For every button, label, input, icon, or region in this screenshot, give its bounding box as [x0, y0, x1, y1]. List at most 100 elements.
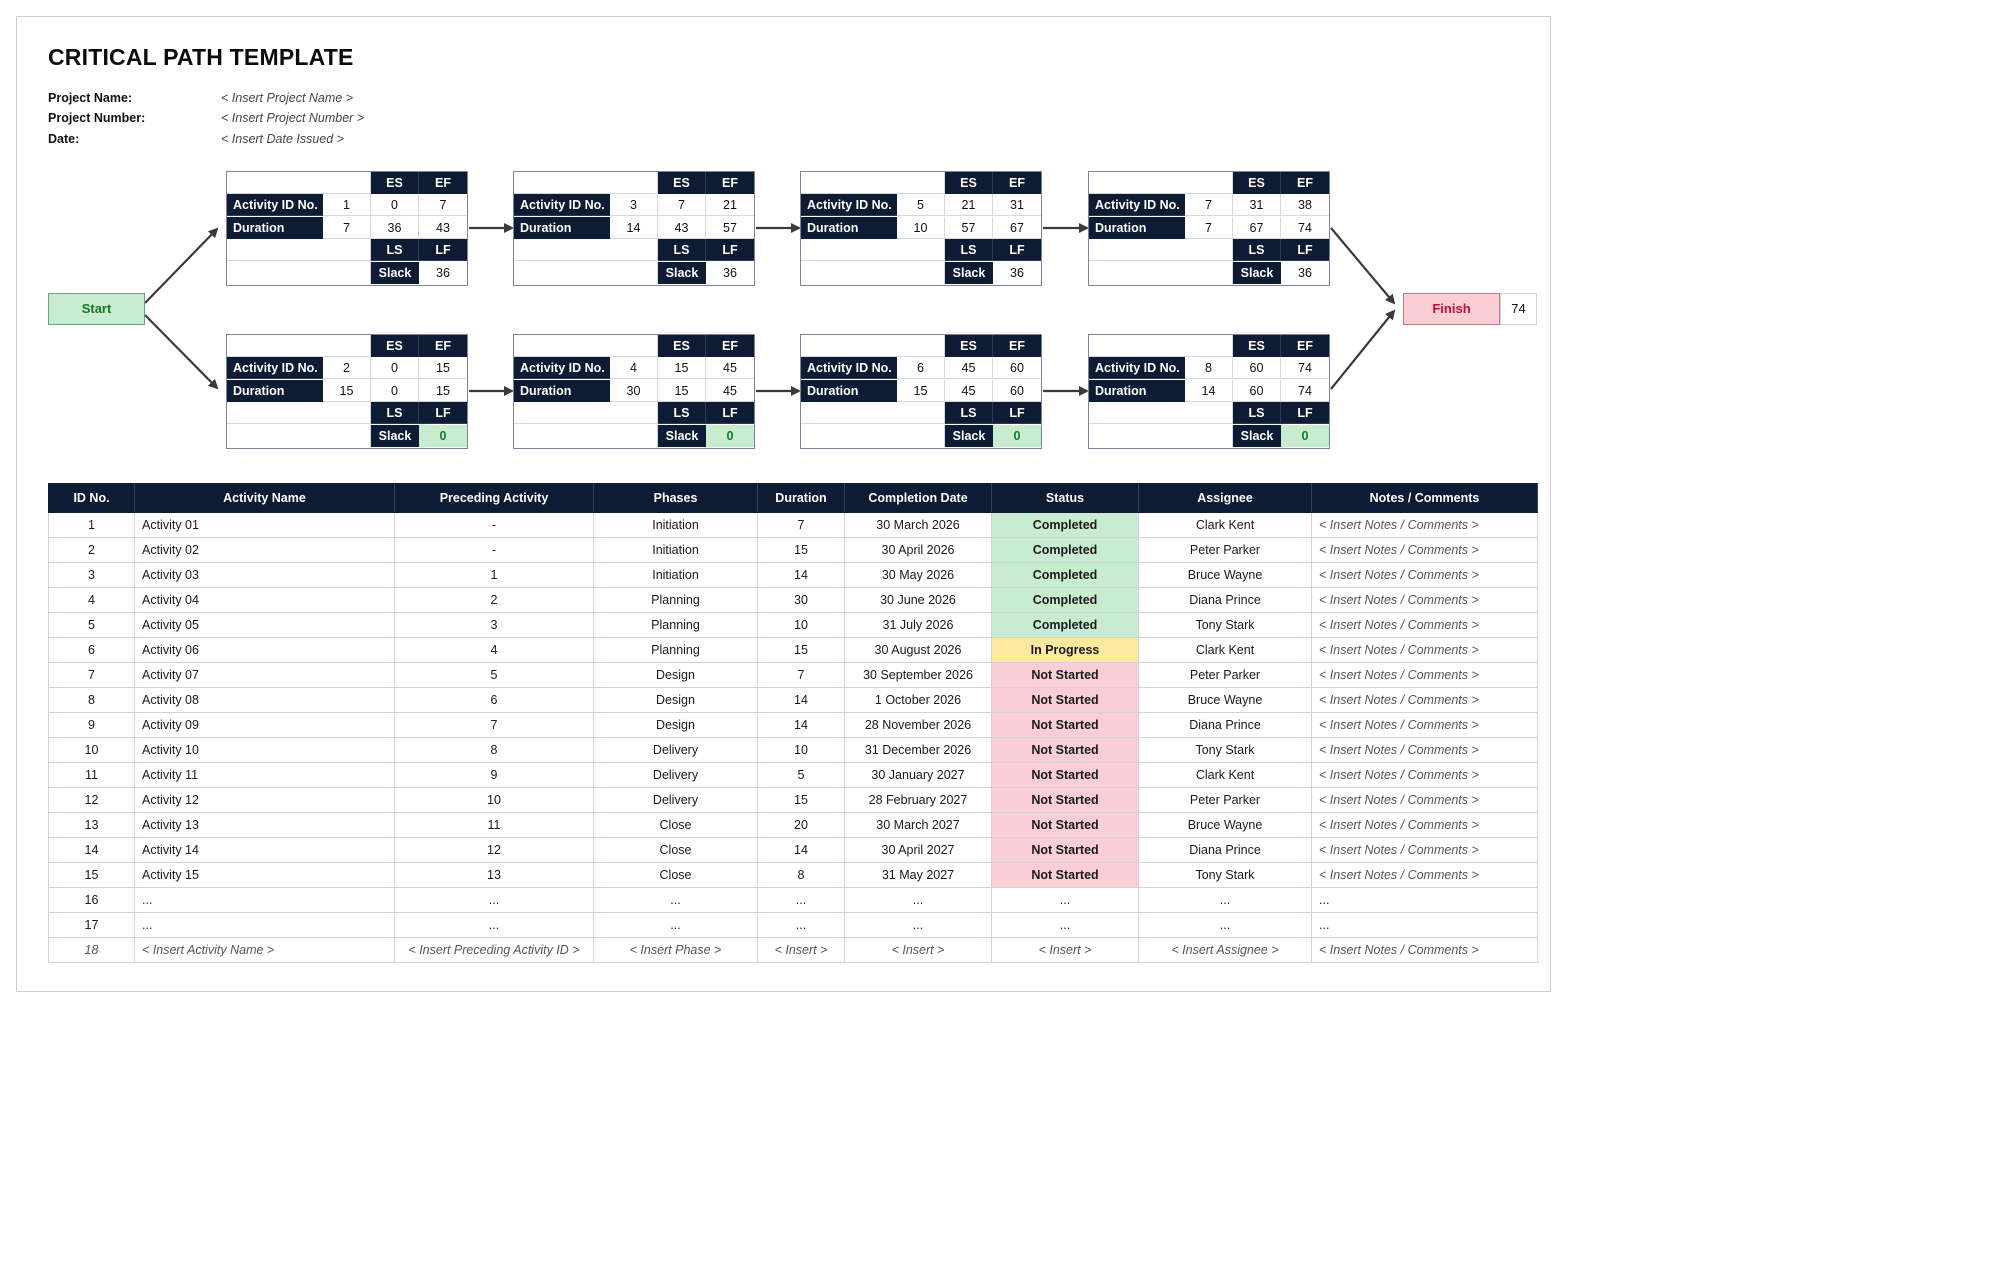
- assignee-cell[interactable]: Diana Prince: [1138, 587, 1312, 613]
- duration-cell[interactable]: 8: [757, 862, 845, 888]
- preceding-activity-cell[interactable]: 2: [394, 587, 594, 613]
- phase-cell[interactable]: ...: [593, 912, 758, 938]
- duration-cell[interactable]: 14: [757, 837, 845, 863]
- activity-name-cell[interactable]: Activity 07: [134, 662, 395, 688]
- status-cell[interactable]: < Insert >: [991, 937, 1139, 963]
- activity-name-cell[interactable]: Activity 05: [134, 612, 395, 638]
- status-cell[interactable]: Completed: [991, 612, 1139, 638]
- notes-cell[interactable]: < Insert Notes / Comments >: [1311, 787, 1538, 813]
- preceding-activity-cell[interactable]: 8: [394, 737, 594, 763]
- preceding-activity-cell[interactable]: -: [394, 512, 594, 538]
- completion-date-cell[interactable]: ...: [844, 912, 992, 938]
- status-cell[interactable]: Not Started: [991, 762, 1139, 788]
- completion-date-cell[interactable]: 1 October 2026: [844, 687, 992, 713]
- duration-cell[interactable]: 7: [757, 512, 845, 538]
- project-number-field[interactable]: < Insert Project Number >: [221, 111, 365, 125]
- completion-date-cell[interactable]: 31 May 2027: [844, 862, 992, 888]
- status-cell[interactable]: ...: [991, 912, 1139, 938]
- notes-cell[interactable]: < Insert Notes / Comments >: [1311, 937, 1538, 963]
- duration-cell[interactable]: 14: [757, 687, 845, 713]
- preceding-activity-cell[interactable]: ...: [394, 887, 594, 913]
- completion-date-cell[interactable]: 30 June 2026: [844, 587, 992, 613]
- status-cell[interactable]: Completed: [991, 587, 1139, 613]
- assignee-cell[interactable]: Clark Kent: [1138, 762, 1312, 788]
- notes-cell[interactable]: < Insert Notes / Comments >: [1311, 762, 1538, 788]
- assignee-cell[interactable]: Tony Stark: [1138, 862, 1312, 888]
- preceding-activity-cell[interactable]: 10: [394, 787, 594, 813]
- id-cell[interactable]: 1: [48, 512, 135, 538]
- status-cell[interactable]: Not Started: [991, 837, 1139, 863]
- completion-date-cell[interactable]: 31 December 2026: [844, 737, 992, 763]
- project-name-field[interactable]: < Insert Project Name >: [221, 91, 354, 105]
- activity-name-cell[interactable]: Activity 03: [134, 562, 395, 588]
- id-cell[interactable]: 5: [48, 612, 135, 638]
- phase-cell[interactable]: Delivery: [593, 737, 758, 763]
- status-cell[interactable]: Completed: [991, 512, 1139, 538]
- id-cell[interactable]: 9: [48, 712, 135, 738]
- preceding-activity-cell[interactable]: 12: [394, 837, 594, 863]
- activity-name-cell[interactable]: Activity 06: [134, 637, 395, 663]
- notes-cell[interactable]: < Insert Notes / Comments >: [1311, 612, 1538, 638]
- id-cell[interactable]: 17: [48, 912, 135, 938]
- phase-cell[interactable]: ...: [593, 887, 758, 913]
- completion-date-cell[interactable]: 30 May 2026: [844, 562, 992, 588]
- notes-cell[interactable]: < Insert Notes / Comments >: [1311, 512, 1538, 538]
- completion-date-cell[interactable]: 30 April 2026: [844, 537, 992, 563]
- assignee-cell[interactable]: Clark Kent: [1138, 637, 1312, 663]
- id-cell[interactable]: 12: [48, 787, 135, 813]
- duration-cell[interactable]: 14: [757, 712, 845, 738]
- assignee-cell[interactable]: ...: [1138, 887, 1312, 913]
- preceding-activity-cell[interactable]: 13: [394, 862, 594, 888]
- id-cell[interactable]: 7: [48, 662, 135, 688]
- status-cell[interactable]: ...: [991, 887, 1139, 913]
- phase-cell[interactable]: Delivery: [593, 762, 758, 788]
- id-cell[interactable]: 10: [48, 737, 135, 763]
- id-cell[interactable]: 4: [48, 587, 135, 613]
- status-cell[interactable]: Not Started: [991, 862, 1139, 888]
- id-cell[interactable]: 13: [48, 812, 135, 838]
- preceding-activity-cell[interactable]: -: [394, 537, 594, 563]
- id-cell[interactable]: 6: [48, 637, 135, 663]
- notes-cell[interactable]: < Insert Notes / Comments >: [1311, 837, 1538, 863]
- assignee-cell[interactable]: Bruce Wayne: [1138, 687, 1312, 713]
- activity-name-cell[interactable]: Activity 14: [134, 837, 395, 863]
- assignee-cell[interactable]: Peter Parker: [1138, 662, 1312, 688]
- preceding-activity-cell[interactable]: 4: [394, 637, 594, 663]
- activity-name-cell[interactable]: Activity 01: [134, 512, 395, 538]
- duration-cell[interactable]: ...: [757, 887, 845, 913]
- preceding-activity-cell[interactable]: 1: [394, 562, 594, 588]
- completion-date-cell[interactable]: 30 March 2027: [844, 812, 992, 838]
- phase-cell[interactable]: Close: [593, 837, 758, 863]
- activity-name-cell[interactable]: Activity 13: [134, 812, 395, 838]
- preceding-activity-cell[interactable]: 7: [394, 712, 594, 738]
- activity-name-cell[interactable]: Activity 02: [134, 537, 395, 563]
- phase-cell[interactable]: Delivery: [593, 787, 758, 813]
- phase-cell[interactable]: Planning: [593, 637, 758, 663]
- assignee-cell[interactable]: Peter Parker: [1138, 537, 1312, 563]
- status-cell[interactable]: Not Started: [991, 737, 1139, 763]
- completion-date-cell[interactable]: ...: [844, 887, 992, 913]
- notes-cell[interactable]: < Insert Notes / Comments >: [1311, 637, 1538, 663]
- assignee-cell[interactable]: Diana Prince: [1138, 712, 1312, 738]
- notes-cell[interactable]: < Insert Notes / Comments >: [1311, 587, 1538, 613]
- duration-cell[interactable]: 15: [757, 787, 845, 813]
- duration-cell[interactable]: 20: [757, 812, 845, 838]
- preceding-activity-cell[interactable]: 5: [394, 662, 594, 688]
- notes-cell[interactable]: < Insert Notes / Comments >: [1311, 862, 1538, 888]
- id-cell[interactable]: 8: [48, 687, 135, 713]
- date-field[interactable]: < Insert Date Issued >: [221, 132, 344, 146]
- preceding-activity-cell[interactable]: ...: [394, 912, 594, 938]
- notes-cell[interactable]: < Insert Notes / Comments >: [1311, 737, 1538, 763]
- assignee-cell[interactable]: Diana Prince: [1138, 837, 1312, 863]
- status-cell[interactable]: Completed: [991, 562, 1139, 588]
- preceding-activity-cell[interactable]: 9: [394, 762, 594, 788]
- completion-date-cell[interactable]: 28 November 2026: [844, 712, 992, 738]
- activity-name-cell[interactable]: ...: [134, 887, 395, 913]
- activity-name-cell[interactable]: Activity 12: [134, 787, 395, 813]
- assignee-cell[interactable]: ...: [1138, 912, 1312, 938]
- phase-cell[interactable]: Close: [593, 812, 758, 838]
- assignee-cell[interactable]: Peter Parker: [1138, 787, 1312, 813]
- id-cell[interactable]: 14: [48, 837, 135, 863]
- activity-name-cell[interactable]: Activity 10: [134, 737, 395, 763]
- status-cell[interactable]: In Progress: [991, 637, 1139, 663]
